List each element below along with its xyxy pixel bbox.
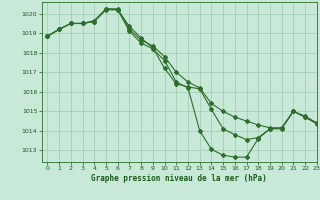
- X-axis label: Graphe pression niveau de la mer (hPa): Graphe pression niveau de la mer (hPa): [91, 174, 267, 183]
